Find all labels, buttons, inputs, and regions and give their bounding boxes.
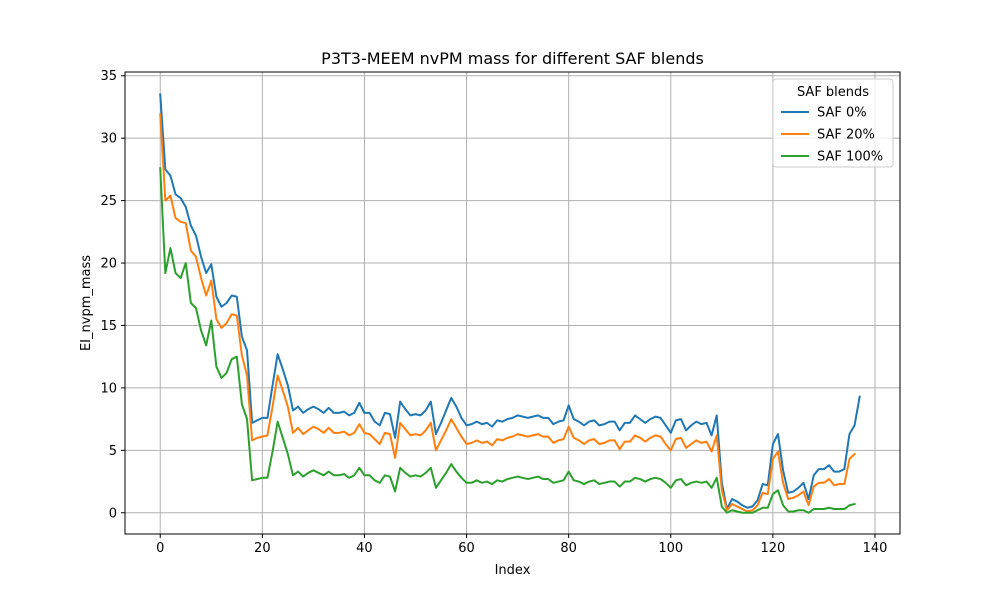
x-tick-label: 60 — [458, 541, 475, 556]
series-lines — [159, 93, 861, 514]
x-tick-label: 40 — [356, 541, 373, 556]
x-tick-label: 120 — [760, 541, 785, 556]
legend-label-saf-100: SAF 100% — [817, 150, 883, 165]
y-tick-label: 30 — [100, 132, 117, 147]
legend-title: SAF blends — [797, 85, 869, 100]
series-line-saf-20 — [159, 113, 856, 513]
y-axis-title: EI_nvpm_mass — [79, 255, 94, 351]
x-tick-label: 100 — [658, 541, 683, 556]
legend-label-saf-0: SAF 0% — [817, 106, 867, 121]
y-tick-label: 5 — [109, 444, 117, 459]
series-line-saf-0 — [159, 93, 861, 511]
legend: SAF blends SAF 0% SAF 20% SAF 100% — [772, 78, 894, 168]
legend-entries: SAF 0% SAF 20% SAF 100% — [781, 106, 883, 165]
x-tick-label: 20 — [254, 541, 271, 556]
x-axis-title: Index — [495, 563, 531, 578]
plot-area-frame — [124, 71, 901, 535]
y-tick-label: 35 — [100, 69, 117, 84]
y-tick-label: 0 — [109, 506, 117, 521]
legend-label-saf-20: SAF 20% — [817, 128, 875, 143]
y-tick-label: 25 — [100, 194, 117, 209]
axis-ticks: 0 20 40 60 80 100 120 140 0 5 10 15 20 25 30 35 — [100, 69, 887, 556]
y-tick-label: 15 — [100, 319, 117, 334]
chart-title: P3T3-MEEM nvPM mass for different SAF bl… — [321, 49, 704, 68]
x-tick-label: 80 — [560, 541, 577, 556]
y-tick-label: 10 — [100, 381, 117, 396]
legend-box — [772, 78, 894, 168]
y-tick-label: 20 — [100, 257, 117, 272]
x-tick-label: 0 — [156, 541, 164, 556]
series-line-saf-100 — [159, 167, 856, 514]
x-tick-label: 140 — [863, 541, 888, 556]
